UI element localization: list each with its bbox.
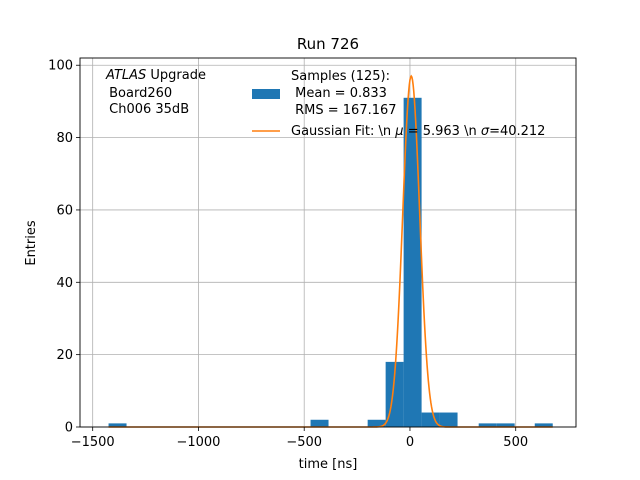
- atlas-label: ATLAS: [105, 68, 146, 83]
- histogram-bar: [496, 423, 515, 427]
- histogram-bar: [108, 423, 127, 427]
- upgrade-label: Upgrade: [146, 68, 206, 83]
- atlas-annotation: ATLAS Upgrade Board260 Ch006 35dB: [105, 68, 206, 117]
- legend: Samples (125): Mean = 0.833 RMS = 167.16…: [252, 69, 545, 139]
- histogram-bar: [421, 412, 440, 427]
- svg-text:ATLAS Upgrade: ATLAS Upgrade: [105, 68, 206, 83]
- x-tick-label: 500: [503, 435, 528, 450]
- x-axis-ticks: −1500 −1000 −500 0 500: [71, 427, 528, 450]
- channel-label: Ch006 35dB: [105, 102, 189, 117]
- y-tick-label: 40: [56, 276, 73, 291]
- y-axis-ticks: 0 20 40 60 80 100: [48, 59, 80, 436]
- chart-title: Run 726: [297, 35, 359, 53]
- plot-frame: [79, 57, 577, 428]
- y-tick-label: 0: [65, 421, 73, 436]
- histogram-bar: [310, 419, 329, 427]
- x-tick-label: 0: [406, 435, 414, 450]
- histogram-bar: [534, 423, 553, 427]
- y-tick-label: 100: [48, 59, 73, 74]
- x-tick-label: −500: [286, 435, 322, 450]
- y-tick-label: 80: [56, 131, 73, 146]
- y-tick-label: 60: [56, 203, 73, 218]
- histogram-bar: [478, 423, 497, 427]
- y-axis-label: Entries: [24, 220, 39, 266]
- legend-fit-label: Gaussian Fit: \n μ = 5.963 \n σ=40.212: [291, 124, 545, 139]
- board-label: Board260: [105, 86, 172, 101]
- legend-samples-swatch: [252, 89, 280, 99]
- x-axis-label: time [ns]: [299, 457, 358, 472]
- legend-samples-line3: RMS = 167.167: [291, 103, 397, 118]
- legend-samples-line2: Mean = 0.833: [291, 86, 387, 101]
- histogram-bar: [439, 412, 458, 427]
- histogram-bar: [403, 97, 422, 427]
- x-tick-label: −1500: [71, 435, 115, 450]
- histogram-bar: [367, 419, 386, 427]
- histogram-bars: [108, 97, 553, 427]
- legend-samples-line1: Samples (125):: [291, 69, 390, 84]
- x-tick-label: −1000: [176, 435, 220, 450]
- y-tick-label: 20: [56, 348, 73, 363]
